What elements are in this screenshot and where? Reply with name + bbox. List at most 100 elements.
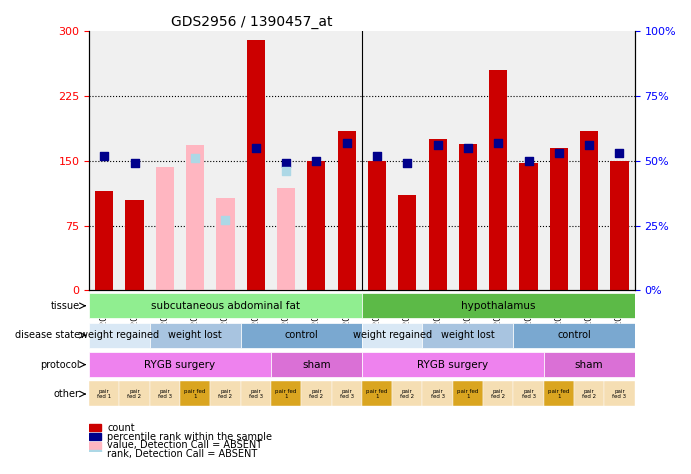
Text: other: other [54,389,80,399]
Point [341,139,352,146]
Point [281,160,292,167]
Text: pair
fed 3: pair fed 3 [158,389,172,400]
Text: pair fed
1: pair fed 1 [184,389,206,400]
Bar [459,144,477,290]
Text: sham: sham [302,360,331,370]
Bar [95,191,113,290]
Bar [186,146,205,290]
Point [523,157,534,164]
FancyBboxPatch shape [362,323,422,347]
FancyBboxPatch shape [210,382,240,406]
FancyBboxPatch shape [422,382,453,406]
FancyBboxPatch shape [453,382,483,406]
Point [432,142,443,149]
Bar [368,161,386,290]
Text: disease state: disease state [15,330,80,340]
Text: pair fed
1: pair fed 1 [276,389,296,400]
FancyBboxPatch shape [544,382,574,406]
Text: pair
fed 2: pair fed 2 [582,389,596,400]
Bar [216,198,234,290]
Bar [428,139,446,290]
Text: pair fed
1: pair fed 1 [457,389,479,400]
FancyBboxPatch shape [240,382,271,406]
Point [372,152,383,159]
FancyBboxPatch shape [89,352,271,377]
Text: weight regained: weight regained [352,330,432,340]
Text: protocol: protocol [40,360,80,370]
Point [584,142,595,149]
Point [462,144,473,152]
Text: control: control [285,330,318,340]
Bar [338,131,356,290]
Text: pair
fed 1: pair fed 1 [97,389,111,400]
FancyBboxPatch shape [150,382,180,406]
Point [614,149,625,157]
Text: subcutaneous abdominal fat: subcutaneous abdominal fat [151,301,300,311]
Point [129,160,140,167]
FancyBboxPatch shape [483,382,513,406]
FancyBboxPatch shape [544,352,634,377]
FancyBboxPatch shape [362,382,392,406]
FancyBboxPatch shape [120,382,150,406]
Bar [89,442,101,449]
FancyBboxPatch shape [332,382,362,406]
Text: pair
fed 2: pair fed 2 [218,389,232,400]
Text: GDS2956 / 1390457_at: GDS2956 / 1390457_at [171,15,332,29]
Text: RYGB surgery: RYGB surgery [417,360,489,370]
Point [493,139,504,146]
Text: pair
fed 3: pair fed 3 [522,389,536,400]
Bar [520,164,538,290]
FancyBboxPatch shape [362,293,634,318]
FancyBboxPatch shape [89,293,362,318]
FancyBboxPatch shape [180,382,210,406]
FancyBboxPatch shape [240,323,362,347]
FancyBboxPatch shape [271,352,362,377]
Text: hypothalamus: hypothalamus [461,301,536,311]
FancyBboxPatch shape [574,382,605,406]
FancyBboxPatch shape [513,382,544,406]
Bar [307,161,325,290]
Text: rank, Detection Call = ABSENT: rank, Detection Call = ABSENT [107,449,258,459]
Text: tissue: tissue [51,301,80,311]
Point [553,149,565,157]
Bar [247,40,265,290]
Text: pair
fed 3: pair fed 3 [430,389,445,400]
FancyBboxPatch shape [362,352,544,377]
Bar [155,167,174,290]
FancyBboxPatch shape [89,382,120,406]
Text: pair
fed 3: pair fed 3 [249,389,263,400]
Point [311,157,322,164]
FancyBboxPatch shape [605,382,634,406]
Text: pair fed
1: pair fed 1 [548,389,569,400]
Bar [126,200,144,290]
Text: pair
fed 2: pair fed 2 [310,389,323,400]
Text: pair
fed 2: pair fed 2 [491,389,505,400]
FancyBboxPatch shape [271,382,301,406]
Text: sham: sham [575,360,603,370]
Bar [550,148,568,290]
Bar [89,433,101,440]
Point [281,167,292,175]
Text: pair
fed 3: pair fed 3 [612,389,627,400]
Text: weight regained: weight regained [79,330,159,340]
Bar [89,424,101,431]
Point [189,155,200,162]
Text: control: control [557,330,591,340]
FancyBboxPatch shape [150,323,240,347]
Text: pair fed
1: pair fed 1 [366,389,388,400]
Bar [89,450,101,458]
FancyBboxPatch shape [89,323,150,347]
Text: percentile rank within the sample: percentile rank within the sample [107,432,272,442]
Bar [489,70,507,290]
FancyBboxPatch shape [301,382,332,406]
Point [99,152,110,159]
FancyBboxPatch shape [422,323,513,347]
Bar [277,189,295,290]
Text: pair
fed 2: pair fed 2 [400,389,415,400]
Point [220,217,231,224]
Text: count: count [107,423,135,433]
FancyBboxPatch shape [513,323,634,347]
Text: weight lost: weight lost [441,330,495,340]
Text: pair
fed 2: pair fed 2 [127,389,142,400]
Point [250,144,261,152]
